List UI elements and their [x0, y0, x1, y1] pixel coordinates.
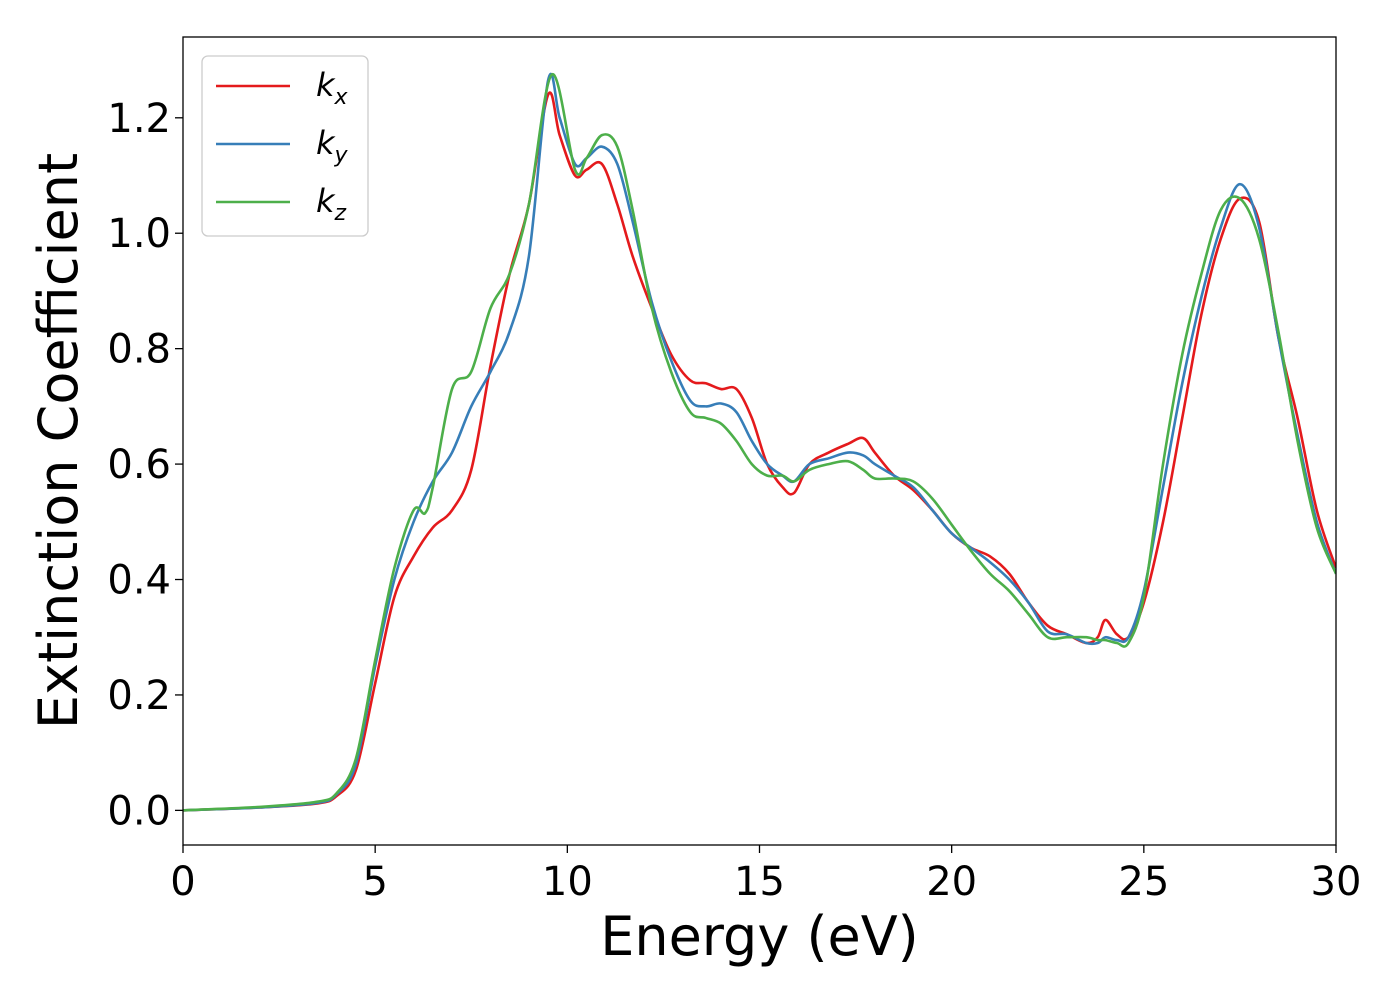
y-axis-ticks: 0.0 0.2 0.4 0.6 0.8 1.0 1.2: [107, 96, 183, 834]
legend-label-subscript: y: [334, 143, 349, 168]
legend-label-subscript: z: [334, 201, 347, 226]
x-tick-label: 10: [542, 859, 593, 905]
x-tick-label: 0: [170, 859, 195, 905]
y-tick-label: 0.4: [107, 558, 171, 604]
x-tick-label: 30: [1311, 859, 1362, 905]
legend-box: [201, 55, 369, 237]
series-line-ky: [183, 72, 1336, 812]
x-tick-label: 5: [362, 859, 387, 905]
x-axis-label: Energy (eV): [600, 905, 919, 968]
legend-label-base: k: [316, 124, 336, 162]
x-axis-ticks: 0 5 10 15 20 25 30: [170, 845, 1361, 905]
series-line-kx: [183, 91, 1336, 812]
y-axis-label: Extinction Coefficient: [27, 153, 90, 729]
series-line-kz: [183, 73, 1336, 812]
legend-label-kz: kz: [316, 182, 347, 226]
y-tick-label: 1.2: [107, 96, 171, 142]
series-layer: [183, 72, 1336, 812]
legend-label-kx: kx: [316, 66, 349, 110]
legend-label-base: k: [316, 66, 336, 104]
y-tick-label: 1.0: [107, 211, 171, 257]
legend-label-subscript: x: [334, 85, 349, 110]
x-tick-label: 15: [734, 859, 785, 905]
y-tick-label: 0.0: [107, 788, 171, 834]
legend-label-ky: ky: [316, 124, 349, 168]
x-tick-label: 25: [1118, 859, 1169, 905]
y-tick-label: 0.2: [107, 673, 171, 719]
legend-label-base: k: [316, 182, 336, 220]
x-tick-label: 20: [926, 859, 977, 905]
y-tick-label: 0.8: [107, 327, 171, 373]
y-tick-label: 0.6: [107, 442, 171, 488]
